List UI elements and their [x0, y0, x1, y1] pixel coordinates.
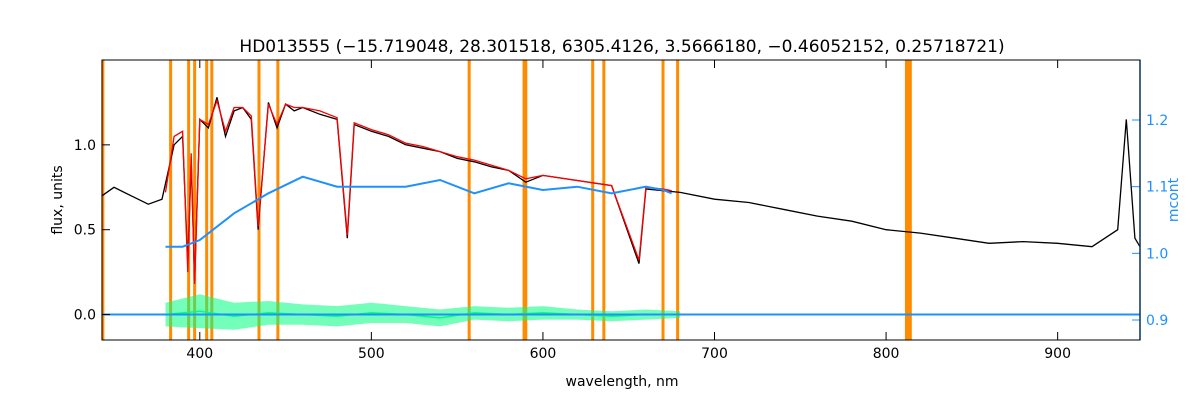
- mask-line: [602, 60, 606, 340]
- mask-line: [210, 60, 214, 340]
- x-tick-label: 700: [701, 346, 728, 362]
- y-tick-label: 0.0: [74, 308, 96, 324]
- mask-line: [257, 60, 261, 340]
- x-axis-label: wavelength, nm: [566, 374, 679, 390]
- mask-line: [187, 60, 191, 340]
- mask-line: [101, 60, 105, 340]
- x-tick-label: 600: [530, 346, 557, 362]
- mask-line: [661, 60, 665, 340]
- mask-line: [193, 60, 197, 340]
- y2-tick-label: 0.9: [1146, 313, 1168, 329]
- mask-line: [522, 60, 526, 340]
- mask-line: [676, 60, 680, 340]
- y2-tick-label: 1.0: [1146, 246, 1168, 262]
- y2-axis-label: mcont: [1166, 177, 1182, 222]
- mask-line: [524, 60, 528, 340]
- y2-tick-label: 1.2: [1146, 113, 1168, 129]
- plot-frame: [101, 59, 1141, 341]
- mask-line: [276, 60, 280, 340]
- mask-band: [904, 60, 912, 340]
- residuals-band: [165, 294, 681, 330]
- mask-line: [169, 60, 173, 340]
- x-tick-label: 400: [186, 346, 213, 362]
- axes-group: 400 500 600 700 800 900 0.0 0.5 1.0 0.9 1.0 1.1 1.2: [74, 60, 1168, 362]
- mask-line: [591, 60, 595, 340]
- x-tick-label: 800: [873, 346, 900, 362]
- continuum-line: [165, 175, 672, 248]
- x-tick-label: 900: [1044, 346, 1071, 362]
- y-tick-label: 0.5: [74, 223, 96, 239]
- continuum-group: [165, 175, 672, 248]
- y2-tick-label: 1.1: [1146, 180, 1168, 196]
- mask-lines-group: [101, 60, 912, 340]
- x-tick-label: 500: [358, 346, 385, 362]
- model-spectrum-group: [164, 98, 672, 285]
- y-axis-label: flux, units: [50, 165, 66, 234]
- mask-line: [205, 60, 209, 340]
- model-spectrum-line: [164, 98, 672, 285]
- mask-line: [467, 60, 471, 340]
- chart-title: HD013555 (−15.719048, 28.301518, 6305.41…: [239, 37, 1004, 57]
- y-tick-label: 1.0: [74, 138, 96, 154]
